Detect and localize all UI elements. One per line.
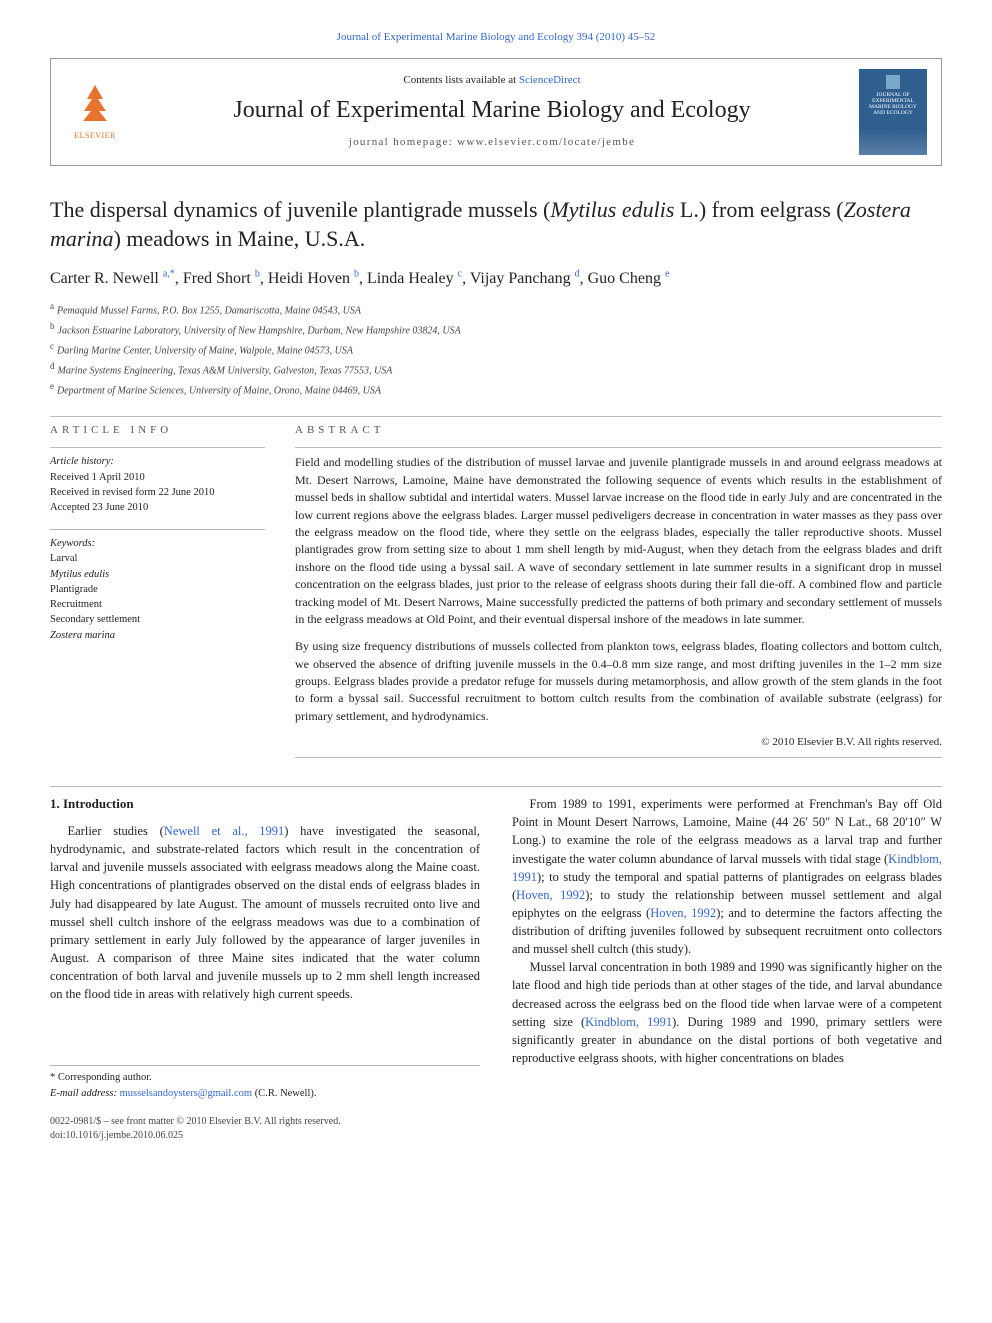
cover-symbol-icon: [886, 75, 900, 89]
body-p1: Earlier studies (Newell et al., 1991) ha…: [50, 822, 480, 1003]
journal-citation-top[interactable]: Journal of Experimental Marine Biology a…: [50, 30, 942, 46]
author-3[interactable]: Heidi Hoven: [268, 270, 350, 287]
corr-email[interactable]: musselsandoysters@gmail.com: [120, 1088, 252, 1099]
abstract-heading: ABSTRACT: [295, 423, 942, 439]
info-abstract-row: ARTICLE INFO Article history: Received 1…: [50, 423, 942, 764]
email-label: E-mail address:: [50, 1088, 117, 1099]
author-1-aff[interactable]: a,*: [163, 269, 175, 280]
corr-author-email-line: E-mail address: musselsandoysters@gmail.…: [50, 1086, 480, 1101]
body-p2: From 1989 to 1991, experiments were perf…: [512, 795, 942, 958]
article-title: The dispersal dynamics of juvenile plant…: [50, 196, 942, 253]
author-6[interactable]: Guo Cheng: [588, 270, 661, 287]
divider: [50, 447, 265, 448]
divider: [295, 757, 942, 758]
masthead: ELSEVIER Contents lists available at Sci…: [50, 58, 942, 166]
author-1[interactable]: Carter R. Newell: [50, 270, 159, 287]
intro-heading: 1. Introduction: [50, 795, 480, 814]
bottom-meta: 0022-0981/$ – see front matter © 2010 El…: [50, 1115, 942, 1144]
affiliation-b-text: Jackson Estuarine Laboratory, University…: [58, 325, 461, 336]
history-label: Article history:: [50, 454, 265, 469]
body-p1a: Earlier studies (: [68, 824, 164, 838]
abstract-copyright: © 2010 Elsevier B.V. All rights reserved…: [295, 735, 942, 751]
cover-line4: AND ECOLOGY: [863, 110, 923, 116]
author-5[interactable]: Vijay Panchang: [470, 270, 571, 287]
cite-hoven-1992a[interactable]: Hoven, 1992: [516, 888, 585, 902]
journal-homepage[interactable]: journal homepage: www.elsevier.com/locat…: [143, 135, 841, 151]
article-history-block: Article history: Received 1 April 2010 R…: [50, 454, 265, 515]
history-accepted: Accepted 23 June 2010: [50, 500, 265, 515]
author-list: Carter R. Newell a,*, Fred Short b, Heid…: [50, 267, 942, 290]
cite-kindblom-1991b[interactable]: Kindblom, 1991: [585, 1015, 672, 1029]
elsevier-label: ELSEVIER: [74, 130, 116, 142]
author-4[interactable]: Linda Healey: [367, 270, 454, 287]
keyword-5: Secondary settlement: [50, 612, 265, 627]
cite-hoven-1992b[interactable]: Hoven, 1992: [650, 906, 716, 920]
history-revised: Received in revised form 22 June 2010: [50, 485, 265, 500]
title-mid: L.) from eelgrass (: [674, 197, 843, 222]
keyword-3: Plantigrade: [50, 582, 265, 597]
history-received: Received 1 April 2010: [50, 470, 265, 485]
sciencedirect-link[interactable]: ScienceDirect: [519, 74, 581, 86]
keyword-1: Larval: [50, 551, 265, 566]
keyword-2: Mytilus edulis: [50, 567, 265, 582]
affiliation-e: eDepartment of Marine Sciences, Universi…: [50, 380, 942, 399]
journal-cover-thumb[interactable]: JOURNAL OF EXPERIMENTAL MARINE BIOLOGY A…: [859, 69, 927, 155]
doi-line[interactable]: doi:10.1016/j.jembe.2010.06.025: [50, 1129, 942, 1144]
keyword-4: Recruitment: [50, 597, 265, 612]
author-4-aff[interactable]: c: [458, 269, 462, 280]
divider: [50, 529, 265, 530]
divider: [50, 416, 942, 417]
author-2-aff[interactable]: b: [255, 269, 260, 280]
divider: [295, 447, 942, 448]
affiliations: aPemaquid Mussel Farms, P.O. Box 1255, D…: [50, 300, 942, 398]
title-pre: The dispersal dynamics of juvenile plant…: [50, 197, 550, 222]
body-p3: Mussel larval concentration in both 1989…: [512, 958, 942, 1067]
body-p1b: ) have investigated the seasonal, hydrod…: [50, 824, 480, 1001]
corr-author-label: * Corresponding author.: [50, 1070, 480, 1085]
keywords-label: Keywords:: [50, 536, 265, 551]
elsevier-logo[interactable]: ELSEVIER: [65, 78, 125, 146]
author-3-aff[interactable]: b: [354, 269, 359, 280]
elsevier-tree-icon: [77, 83, 113, 128]
keyword-6: Zostera marina: [50, 628, 265, 643]
abstract-p1: Field and modelling studies of the distr…: [295, 454, 942, 628]
affiliation-c: cDarling Marine Center, University of Ma…: [50, 340, 942, 359]
divider: [50, 786, 942, 787]
abstract-column: ABSTRACT Field and modelling studies of …: [295, 423, 942, 764]
issn-copyright-line: 0022-0981/$ – see front matter © 2010 El…: [50, 1115, 942, 1130]
keywords-block: Keywords: Larval Mytilus edulis Plantigr…: [50, 536, 265, 643]
affiliation-b: bJackson Estuarine Laboratory, Universit…: [50, 320, 942, 339]
body-text: 1. Introduction Earlier studies (Newell …: [50, 795, 942, 1101]
contents-line: Contents lists available at ScienceDirec…: [143, 73, 841, 89]
body-p2a: From 1989 to 1991, experiments were perf…: [512, 797, 942, 865]
abstract-p2: By using size frequency distributions of…: [295, 638, 942, 725]
title-post: ) meadows in Maine, U.S.A.: [114, 226, 366, 251]
cite-newell-1991[interactable]: Newell et al., 1991: [164, 824, 285, 838]
author-5-aff[interactable]: d: [575, 269, 580, 280]
article-info-column: ARTICLE INFO Article history: Received 1…: [50, 423, 265, 764]
author-6-aff[interactable]: e: [665, 269, 669, 280]
title-species1: Mytilus edulis: [550, 197, 674, 222]
affiliation-d: dMarine Systems Engineering, Texas A&M U…: [50, 360, 942, 379]
corresponding-author-footnote: * Corresponding author. E-mail address: …: [50, 1065, 480, 1100]
journal-title: Journal of Experimental Marine Biology a…: [143, 93, 841, 128]
affiliation-a-text: Pemaquid Mussel Farms, P.O. Box 1255, Da…: [57, 306, 361, 317]
email-tail: (C.R. Newell).: [255, 1088, 317, 1099]
article-info-heading: ARTICLE INFO: [50, 423, 265, 439]
affiliation-e-text: Department of Marine Sciences, Universit…: [57, 385, 381, 396]
masthead-center: Contents lists available at ScienceDirec…: [143, 73, 841, 152]
contents-prefix: Contents lists available at: [403, 74, 518, 86]
affiliation-a: aPemaquid Mussel Farms, P.O. Box 1255, D…: [50, 300, 942, 319]
affiliation-d-text: Marine Systems Engineering, Texas A&M Un…: [58, 365, 393, 376]
affiliation-c-text: Darling Marine Center, University of Mai…: [57, 345, 353, 356]
author-2[interactable]: Fred Short: [183, 270, 251, 287]
